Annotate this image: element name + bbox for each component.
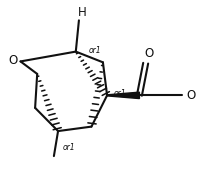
Text: or1: or1 [62,143,75,152]
Text: H: H [78,6,87,19]
Text: O: O [8,54,17,67]
Polygon shape [107,92,139,99]
Text: O: O [186,89,196,102]
Text: or1: or1 [113,89,126,98]
Text: O: O [144,47,154,60]
Text: or1: or1 [88,46,101,55]
